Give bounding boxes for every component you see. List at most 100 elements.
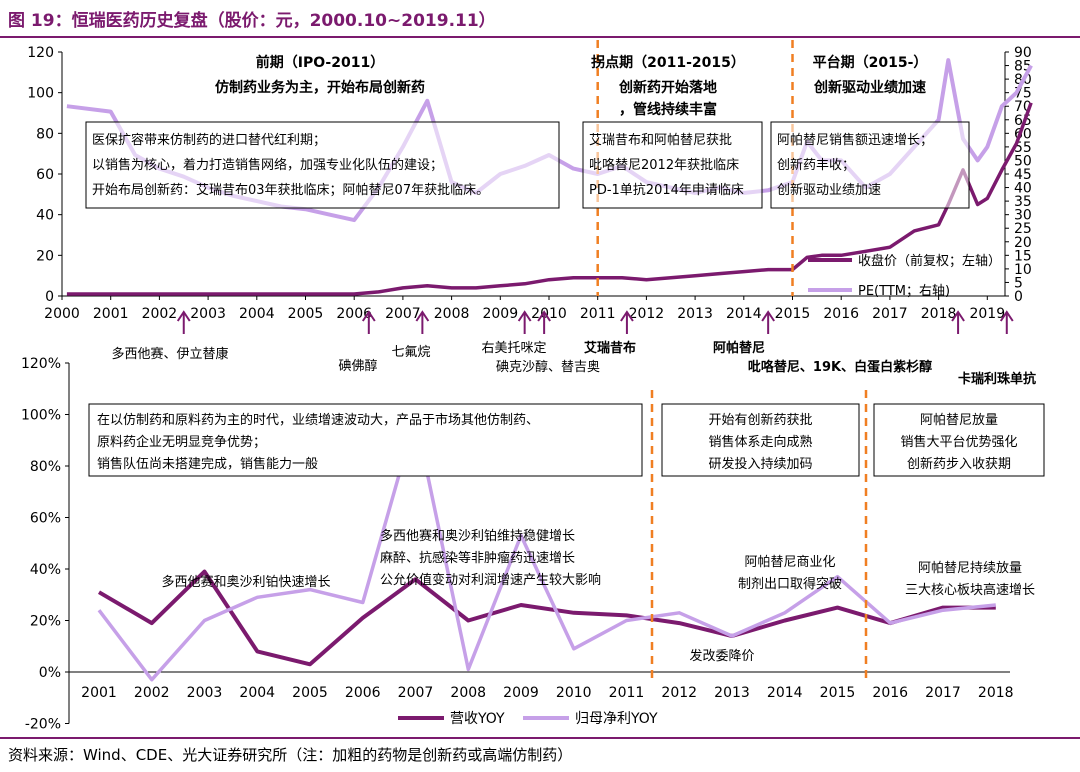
drug-arrow-head — [415, 310, 430, 322]
top-x-label: 2005 — [288, 306, 324, 322]
left-axis-label: 0 — [45, 289, 54, 305]
right-axis-label: 40 — [1014, 181, 1032, 197]
bottom-x-label: 2001 — [81, 685, 117, 701]
period-subtitle: 创新药开始落地 — [618, 79, 717, 96]
bottom-x-label: 2012 — [661, 685, 697, 701]
annotation-text: 创新药丰收； — [777, 157, 855, 173]
bottom-y-label: 20% — [30, 614, 61, 630]
bottom-x-label: 2018 — [978, 685, 1014, 701]
annotation-box — [88, 403, 643, 477]
bottom-x-label: 2005 — [292, 685, 328, 701]
annotation-text: 开始布局创新药：艾瑞昔布03年获批临床；阿帕替尼07年获批临床。 — [92, 182, 489, 198]
annotation-text: 医保扩容带来仿制药的进口替代红利期； — [92, 132, 326, 148]
right-axis-label: 55 — [1014, 140, 1032, 156]
top-x-label: 2000 — [44, 306, 80, 322]
top-x-label: 2003 — [190, 306, 226, 322]
bottom-x-label: 2010 — [556, 685, 592, 701]
annotation-text: 销售体系走向成熟 — [708, 434, 812, 450]
annotation-text: 多西他赛和奥沙利铂快速增长 — [161, 574, 330, 590]
annotation-text: 公允价值变动对利润增速产生较大影响 — [380, 572, 601, 588]
right-axis-label: 5 — [1014, 275, 1023, 291]
title-rule — [0, 36, 1080, 38]
legend-label-pe: PE(TTM；右轴) — [858, 284, 950, 299]
drug-arrow-head — [517, 310, 532, 322]
right-axis-label: 90 — [1014, 45, 1032, 61]
top-x-label: 2004 — [239, 306, 275, 322]
close-price-line — [66, 102, 1033, 296]
drug-arrow-head — [951, 310, 965, 322]
bottom-x-label: 2015 — [820, 685, 856, 701]
annotation-text: 销售大平台优势强化 — [900, 434, 1017, 450]
period-subtitle: 创新驱动业绩加速 — [813, 79, 926, 96]
bottom-y-label: 100% — [21, 408, 61, 424]
drug-arrow-head — [999, 310, 1014, 322]
drug-label: 吡咯替尼、19K、白蛋白紫杉醇 — [748, 359, 932, 375]
drug-label: 右美托咪定 — [481, 341, 546, 356]
left-axis-label: 60 — [36, 167, 54, 183]
annotation-box — [873, 403, 1045, 477]
revenue-yoy-line — [97, 569, 996, 667]
right-axis-label: 20 — [1014, 235, 1032, 251]
annotation-text: 多西他赛和奥沙利铂维持稳健增长 — [380, 528, 575, 544]
annotation-text: 艾瑞昔布和阿帕替尼获批 — [589, 133, 732, 148]
annotation-box — [661, 403, 860, 477]
top-x-label: 2011 — [580, 306, 616, 322]
annotation-text: 三大核心板块高速增长 — [905, 582, 1035, 598]
left-axis-label: 120 — [27, 45, 54, 61]
top-x-label: 2001 — [93, 306, 129, 322]
drug-arrow-head — [361, 310, 376, 322]
bottom-x-label: 2008 — [450, 685, 486, 701]
top-x-label: 2007 — [385, 306, 421, 322]
annotation-text: 原料药企业无明显竞争优势； — [97, 434, 266, 450]
top-x-label: 2016 — [823, 306, 859, 322]
annotation-text: PD-1单抗2014年申请临床 — [589, 183, 744, 198]
top-x-label: 2002 — [142, 306, 178, 322]
drug-label: 阿帕替尼 — [713, 340, 765, 356]
bottom-x-label: 2006 — [345, 685, 381, 701]
drug-label: 七氟烷 — [391, 345, 430, 360]
period-title: 平台期（2015-） — [813, 54, 928, 71]
left-axis-label: 100 — [27, 86, 54, 102]
right-axis-label: 35 — [1014, 194, 1032, 210]
drug-arrow-head — [761, 310, 775, 322]
annotation-text: 阿帕替尼放量 — [920, 413, 998, 428]
top-x-label: 2017 — [872, 306, 908, 322]
right-axis-label: 25 — [1014, 221, 1032, 237]
legend-label-revenue: 营收YOY — [450, 711, 505, 727]
source-rule — [0, 737, 1080, 739]
top-x-label: 2013 — [677, 306, 713, 322]
period-title: 前期（IPO-2011） — [256, 54, 384, 71]
bottom-y-label: -20% — [25, 717, 61, 733]
annotation-text: 销售队伍尚未搭建完成，销售能力一般 — [97, 456, 318, 472]
period-title: 拐点期（2011-2015） — [591, 54, 745, 71]
annotation-text: 发改委降价 — [689, 648, 754, 664]
drug-label: 碘佛醇 — [338, 358, 377, 374]
top-x-label: 2019 — [969, 306, 1005, 322]
annotation-text: 创新药步入收获期 — [907, 456, 1011, 472]
annotation-text: 麻醉、抗感染等非肿瘤药迅速增长 — [380, 550, 575, 566]
period-subtitle: ，管线持续丰富 — [619, 101, 717, 118]
drug-label: 碘克沙醇、替吉奥 — [496, 359, 600, 375]
annotation-text: 阿帕替尼销售额迅速增长； — [777, 132, 933, 148]
top-x-label: 2014 — [726, 306, 762, 322]
bottom-x-label: 2014 — [767, 685, 803, 701]
top-x-label: 2012 — [629, 306, 665, 322]
bottom-x-label: 2002 — [134, 685, 170, 701]
annotation-text: 制剂出口取得突破 — [738, 576, 842, 592]
left-axis-label: 80 — [36, 126, 54, 142]
bottom-y-label: 0% — [39, 665, 61, 681]
annotation-text: 开始有创新药获批 — [708, 412, 812, 428]
right-axis-label: 15 — [1014, 248, 1032, 264]
top-x-label: 2009 — [482, 306, 518, 322]
right-axis-label: 0 — [1014, 289, 1023, 305]
right-axis-label: 50 — [1014, 153, 1032, 169]
figure-title: 图 19：恒瑞医药历史复盘（股价：元，2000.10~2019.11） — [8, 11, 496, 31]
bottom-x-label: 2016 — [872, 685, 908, 701]
period-subtitle: 仿制药业务为主，开始布局创新药 — [215, 79, 425, 96]
drug-arrow-head — [620, 310, 634, 322]
drug-label: 多西他赛、伊立替康 — [111, 346, 228, 362]
annotation-text: 阿帕替尼持续放量 — [918, 561, 1022, 576]
bottom-x-label: 2017 — [925, 685, 961, 701]
bottom-y-label: 80% — [30, 459, 61, 475]
